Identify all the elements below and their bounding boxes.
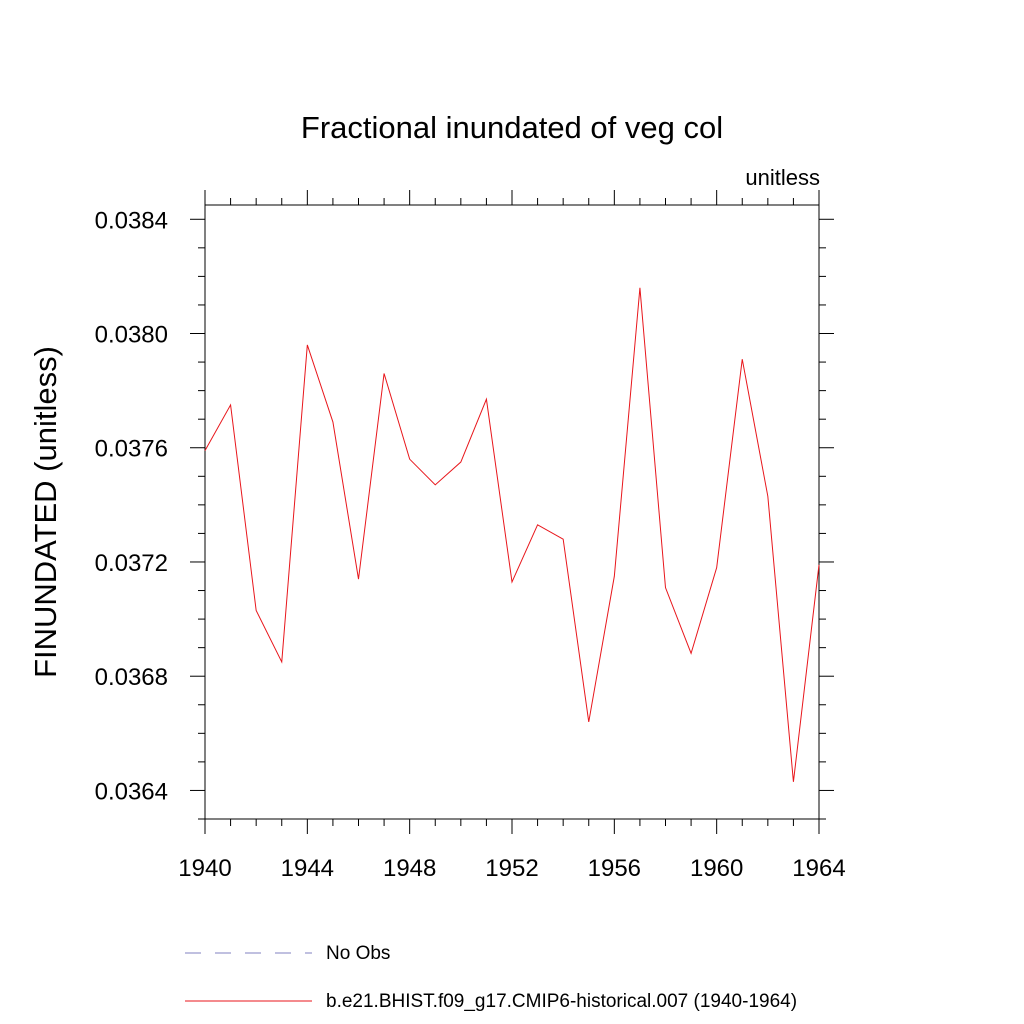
y-axis-label: FINUNDATED (unitless) [28, 346, 63, 678]
legend-label-no-obs: No Obs [326, 943, 390, 964]
x-tick-label: 1952 [485, 855, 538, 882]
units-label: unitless [745, 165, 820, 190]
y-tick-label: 0.0380 [95, 322, 168, 349]
series-layer [204, 287, 820, 782]
legend: No Obs b.e21.BHIST.f09_g17.CMIP6-histori… [185, 943, 797, 1012]
plot-frame [204, 204, 820, 820]
y-tick-label: 0.0376 [95, 436, 168, 463]
y-tick-label: 0.0372 [95, 550, 168, 577]
y-tick-label: 0.0368 [95, 664, 168, 691]
chart-title: Fractional inundated of veg col [301, 110, 723, 145]
x-axis: 1940 1944 1948 1952 1956 1960 1964 [178, 190, 846, 882]
y-tick-label: 0.0384 [95, 207, 168, 234]
x-tick-label: 1944 [281, 855, 334, 882]
y-axis: 0.0364 0.0368 0.0372 0.0376 0.0380 0.0384 [95, 207, 834, 820]
legend-label-historical: b.e21.BHIST.f09_g17.CMIP6-historical.007… [326, 991, 797, 1012]
x-tick-label: 1940 [178, 855, 231, 882]
series-line-historical [204, 287, 820, 782]
x-tick-label: 1948 [383, 855, 436, 882]
x-tick-label: 1956 [588, 855, 641, 882]
x-tick-label: 1964 [792, 855, 845, 882]
x-tick-label: 1960 [690, 855, 743, 882]
y-tick-label: 0.0364 [95, 778, 168, 805]
